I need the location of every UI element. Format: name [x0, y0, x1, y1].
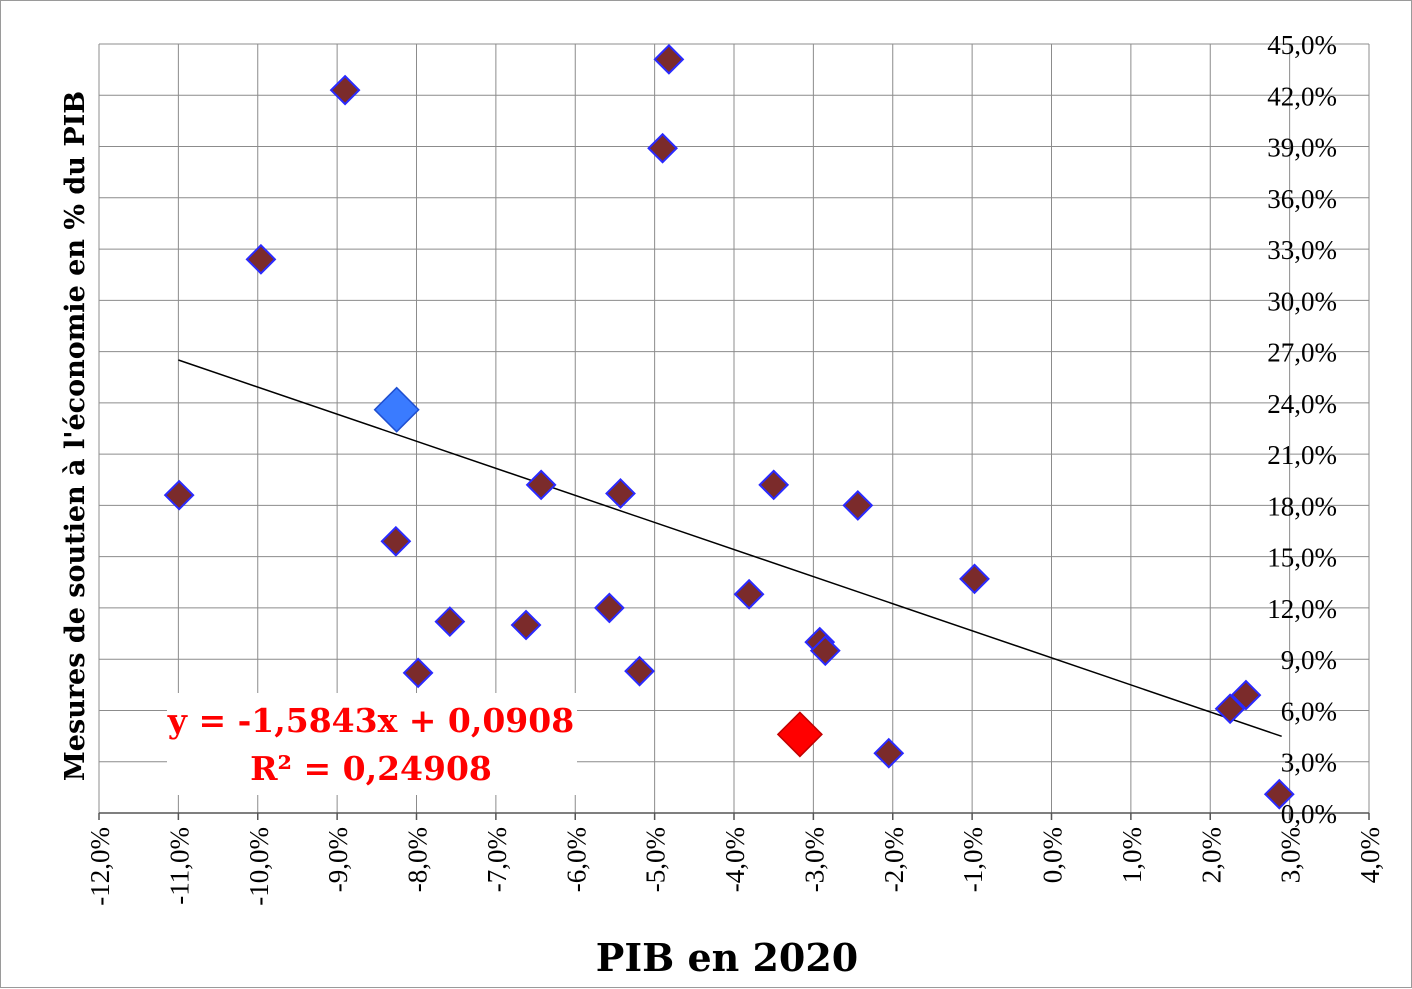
data-point: [624, 655, 655, 687]
x-tick-label: -4,0%: [720, 827, 750, 892]
trendline-equation: y = -1,5843x + 0,0908: [167, 701, 574, 740]
x-tick-label: -9,0%: [323, 827, 353, 892]
data-points: [163, 43, 1295, 810]
y-tick-label: 45,0%: [1267, 30, 1337, 60]
data-point: [163, 479, 195, 511]
data-point: [842, 489, 874, 521]
data-point: [605, 478, 636, 509]
data-point: [1230, 679, 1262, 711]
data-point: [873, 737, 905, 769]
data-point: [1263, 778, 1295, 810]
x-tick-label: -2,0%: [879, 827, 909, 892]
x-tick-label: -8,0%: [403, 827, 433, 892]
x-tick-label: -11,0%: [164, 827, 194, 905]
data-point: [510, 609, 542, 641]
x-tick-label: 0,0%: [1038, 827, 1068, 883]
y-tick-label: 0,0%: [1281, 799, 1337, 829]
x-tick-label: -10,0%: [244, 827, 274, 906]
data-point: [593, 592, 625, 624]
x-tick-label: -5,0%: [641, 827, 671, 892]
y-tick-label: 15,0%: [1267, 543, 1337, 573]
data-point: [380, 525, 412, 557]
y-tick-label: 6,0%: [1281, 696, 1337, 726]
data-point: [525, 469, 557, 501]
x-tick-label: -7,0%: [482, 827, 512, 892]
data-point: [1214, 693, 1246, 725]
y-tick-label: 30,0%: [1267, 286, 1337, 316]
x-axis-title: PIB en 2020: [596, 935, 859, 980]
highlight-point-red: [776, 711, 823, 758]
data-point: [959, 563, 990, 595]
x-tick-label: 3,0%: [1276, 827, 1306, 883]
y-tick-label: 27,0%: [1267, 338, 1337, 368]
y-axis-title: Mesures de soutien à l'économie en % du …: [60, 91, 91, 781]
x-tick-label: -3,0%: [799, 827, 829, 892]
trendline: [178, 359, 1282, 738]
x-tick-label: 1,0%: [1117, 827, 1147, 883]
data-point: [653, 43, 685, 75]
y-tick-label: 3,0%: [1281, 748, 1337, 778]
equation-background: [167, 693, 577, 795]
y-tick-label: 33,0%: [1267, 235, 1337, 265]
x-tick-label: -1,0%: [958, 827, 988, 892]
highlight-point-blue: [373, 386, 420, 433]
x-tick-label: 2,0%: [1196, 827, 1226, 883]
y-tick-label: 21,0%: [1267, 440, 1337, 470]
data-point: [647, 132, 678, 164]
x-tick-label: -12,0%: [85, 827, 115, 906]
data-point: [809, 635, 841, 667]
x-axis-ticks: -12,0% -11,0% -10,0% -9,0% -8,0% -7,0% -6,0% -5…: [85, 813, 1385, 906]
x-tick-label: -6,0%: [561, 827, 591, 892]
y-tick-label: 12,0%: [1267, 594, 1337, 624]
x-tick-label: 4,0%: [1355, 827, 1385, 883]
y-tick-label: 36,0%: [1267, 184, 1337, 214]
data-point: [245, 243, 277, 275]
trendline-equation-box: y = -1,5843x + 0,0908 R² = 0,24908: [167, 693, 577, 795]
y-tick-label: 39,0%: [1267, 133, 1337, 163]
data-point: [329, 74, 361, 106]
y-tick-label: 18,0%: [1267, 491, 1337, 521]
data-point: [402, 657, 434, 689]
y-tick-label: 42,0%: [1267, 81, 1337, 111]
y-tick-label: 9,0%: [1281, 645, 1337, 675]
data-point: [434, 606, 466, 638]
trendline-r2: R² = 0,24908: [250, 749, 492, 788]
data-point: [758, 469, 790, 501]
y-axis-ticks: 0,0% 3,0% 6,0% 9,0% 12,0% 15,0% 18,0% 21,0% 24,0…: [1267, 30, 1337, 829]
y-tick-label: 24,0%: [1267, 389, 1337, 419]
data-point: [733, 578, 765, 610]
